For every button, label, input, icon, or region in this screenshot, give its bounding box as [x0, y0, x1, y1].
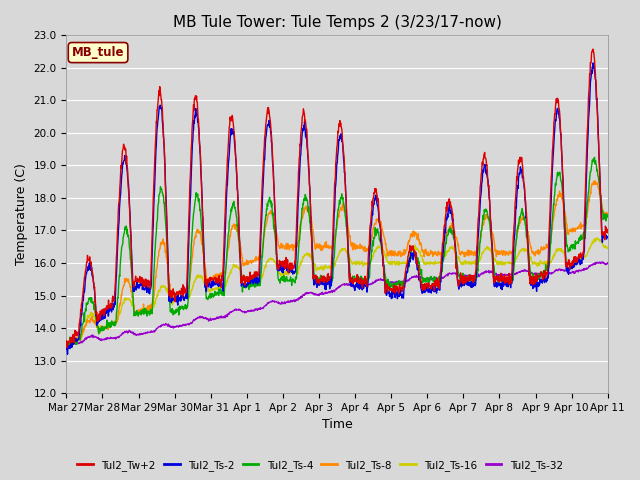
- X-axis label: Time: Time: [322, 419, 353, 432]
- Text: MB_tule: MB_tule: [72, 46, 124, 59]
- Title: MB Tule Tower: Tule Temps 2 (3/23/17-now): MB Tule Tower: Tule Temps 2 (3/23/17-now…: [173, 15, 502, 30]
- Legend: Tul2_Tw+2, Tul2_Ts-2, Tul2_Ts-4, Tul2_Ts-8, Tul2_Ts-16, Tul2_Ts-32: Tul2_Tw+2, Tul2_Ts-2, Tul2_Ts-4, Tul2_Ts…: [73, 456, 567, 475]
- Y-axis label: Temperature (C): Temperature (C): [15, 163, 28, 265]
